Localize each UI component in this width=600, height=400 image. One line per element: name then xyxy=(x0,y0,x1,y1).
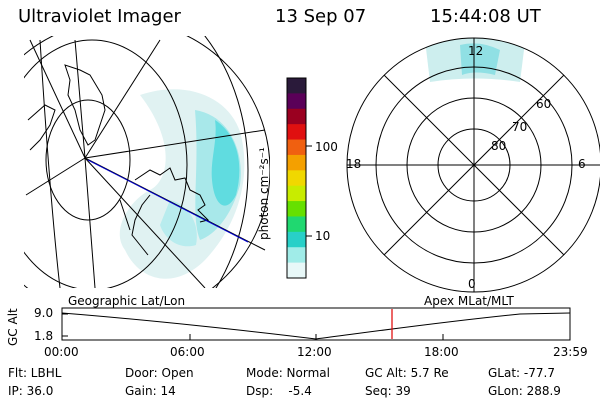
coastlines xyxy=(27,64,209,256)
polar-plot xyxy=(346,37,600,293)
info-dsp: Dsp: -5.4 xyxy=(246,384,312,398)
orbit-track xyxy=(87,159,249,243)
colorbar-tick-100: 100 xyxy=(315,140,338,154)
latitude-grid xyxy=(24,36,249,288)
colorbar-band xyxy=(287,216,306,233)
altitude-curve xyxy=(61,312,571,340)
colorbar-band xyxy=(287,139,306,156)
colorbar-band xyxy=(287,231,306,248)
colorbar-band xyxy=(287,93,306,110)
info-glon: GLon: 288.9 xyxy=(488,384,561,398)
colorbar-band xyxy=(287,124,306,141)
info-door: Door: Open xyxy=(125,366,194,380)
polar-label-0: 0 xyxy=(468,277,476,291)
timeline-xtick-0600: 06:00 xyxy=(170,345,205,359)
polar-lat-80: 80 xyxy=(491,139,507,153)
polar-label-18: 18 xyxy=(346,157,362,171)
colorbar-band xyxy=(287,78,306,94)
colorbar-band xyxy=(287,154,306,171)
colorbar-ticks xyxy=(306,145,312,237)
date-label: 13 Sep 07 xyxy=(275,6,367,27)
time-label: 15:44:08 UT xyxy=(430,6,541,27)
colorbar-band xyxy=(287,108,306,125)
polar-lat-70: 70 xyxy=(512,120,528,134)
info-gc-alt: GC Alt: 5.7 Re xyxy=(365,366,449,380)
colorbar-band xyxy=(287,201,306,217)
timeline-left-label: Geographic Lat/Lon xyxy=(68,294,186,308)
altitude-timeline xyxy=(61,307,571,341)
colorbar-band xyxy=(287,185,306,202)
colorbar-band xyxy=(287,247,306,264)
timeline-y-title: GC Alt xyxy=(6,308,20,346)
colorbar-frame xyxy=(286,77,307,279)
timeline-xtick-2359: 23:59 xyxy=(553,345,588,359)
timeline-xtick-0000: 00:00 xyxy=(44,345,79,359)
timeline-ytick-9: 9.0 xyxy=(34,306,54,320)
meridian-grid xyxy=(25,39,266,288)
colorbar-unit-label: photon cm⁻²s⁻¹ xyxy=(257,147,271,240)
geographic-map-panel xyxy=(24,36,270,288)
timeline-xtick-1800: 18:00 xyxy=(424,345,459,359)
colorbar-band xyxy=(287,170,306,187)
info-flt: Flt: LBHL xyxy=(8,366,62,380)
colorbar-band xyxy=(287,262,306,279)
polar-lat-60: 60 xyxy=(536,97,552,111)
timeline-xtick-1200: 12:00 xyxy=(297,345,332,359)
info-glat: GLat: -77.7 xyxy=(488,366,555,380)
auroral-emission-blob xyxy=(119,89,245,279)
info-ip: IP: 36.0 xyxy=(8,384,54,398)
info-seq: Seq: 39 xyxy=(365,384,411,398)
timeline-right-label: Apex MLat/MLT xyxy=(424,294,514,308)
info-gain: Gain: 14 xyxy=(125,384,176,398)
colorbar xyxy=(287,78,306,279)
instrument-title: Ultraviolet Imager xyxy=(18,6,181,27)
polar-label-6: 6 xyxy=(578,157,586,171)
colorbar-tick-10: 10 xyxy=(315,229,331,243)
timeline-ytick-1-8: 1.8 xyxy=(34,329,54,343)
polar-label-12: 12 xyxy=(468,44,484,58)
info-mode: Mode: Normal xyxy=(246,366,330,380)
